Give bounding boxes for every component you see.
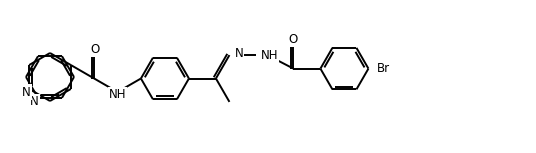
Text: N: N [22, 86, 31, 99]
Text: NH: NH [260, 49, 278, 62]
Text: N: N [234, 47, 243, 60]
Text: Br: Br [376, 62, 390, 75]
Text: NH: NH [109, 88, 126, 101]
Text: O: O [91, 43, 100, 56]
Text: N: N [29, 95, 39, 108]
Text: O: O [289, 33, 298, 46]
